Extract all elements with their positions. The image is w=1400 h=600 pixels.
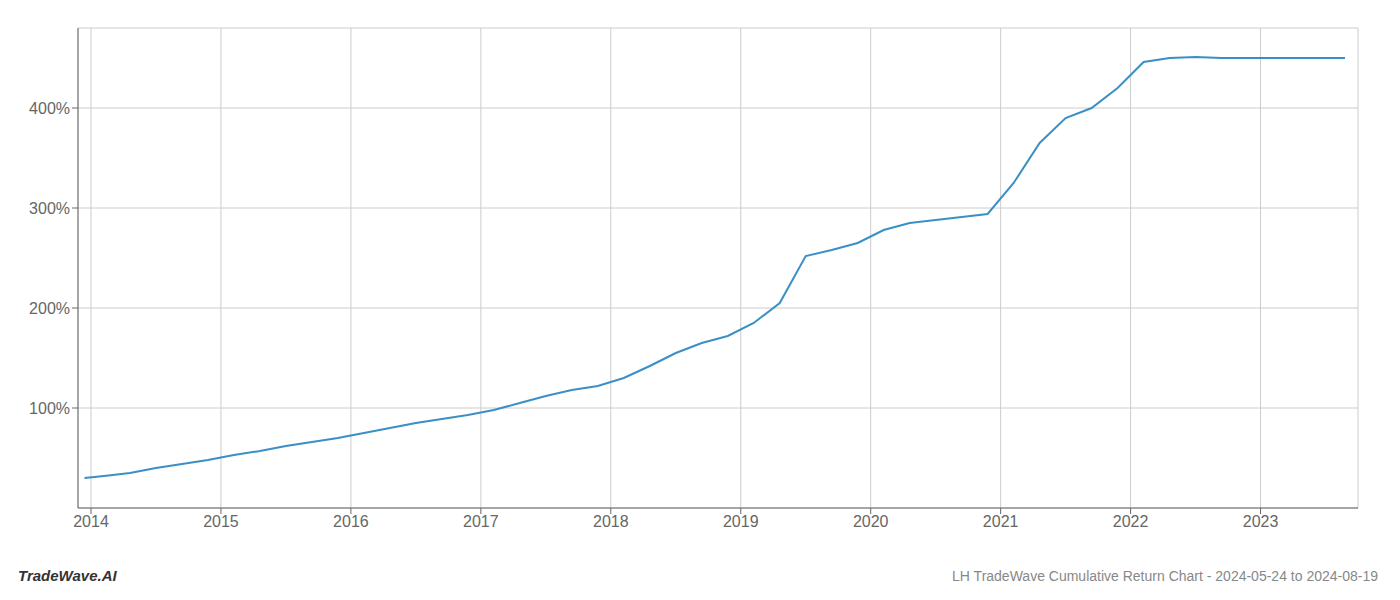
svg-text:2019: 2019	[723, 513, 759, 530]
svg-text:2014: 2014	[73, 513, 109, 530]
html-text:TradeWave.AI: TradeWave.AI	[18, 567, 117, 584]
svg-text:2018: 2018	[593, 513, 629, 530]
html-text:LH TradeWave Cumulative Return: LH TradeWave Cumulative Return Chart - 2…	[952, 568, 1378, 584]
svg-text:2015: 2015	[203, 513, 239, 530]
svg-text:100%: 100%	[29, 400, 70, 417]
svg-text:2022: 2022	[1113, 513, 1149, 530]
svg-text:2021: 2021	[983, 513, 1019, 530]
svg-text:2017: 2017	[463, 513, 499, 530]
svg-text:2016: 2016	[333, 513, 369, 530]
svg-text:300%: 300%	[29, 200, 70, 217]
svg-text:2023: 2023	[1243, 513, 1279, 530]
svg-text:2020: 2020	[853, 513, 889, 530]
svg-text:400%: 400%	[29, 100, 70, 117]
svg-text:200%: 200%	[29, 300, 70, 317]
